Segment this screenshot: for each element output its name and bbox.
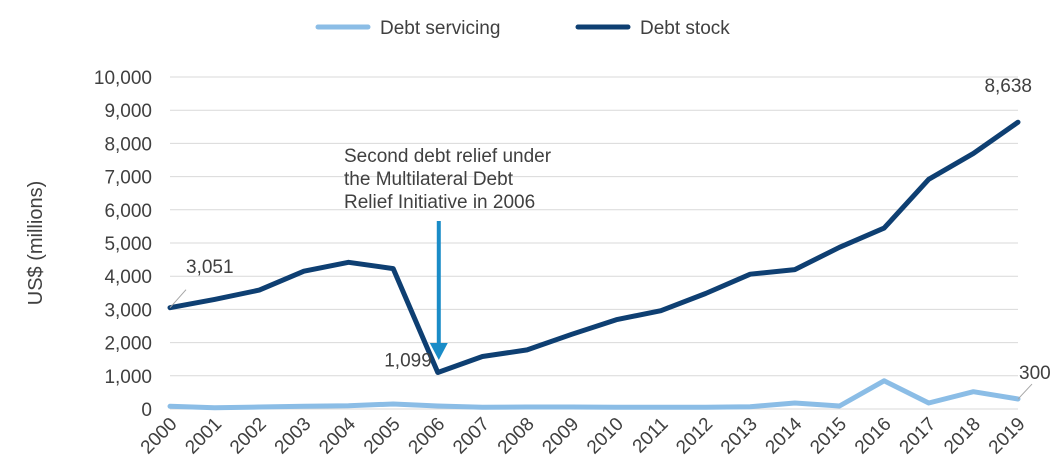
gridlines	[170, 76, 1018, 377]
annotation-text: Second debt relief under	[344, 146, 552, 167]
x-tick-label: 2013	[717, 414, 762, 459]
legend-label: Debt servicing	[380, 18, 500, 39]
y-tick-label: 4,000	[104, 267, 152, 288]
x-tick-label: 2015	[806, 414, 851, 459]
x-axis-ticks: 2000 2001 2002 2003 2004 2005 2006 2007 2008 2009…	[137, 413, 1030, 458]
x-tick-label: 2017	[896, 414, 941, 459]
data-label: 8,638	[984, 76, 1032, 97]
annotation-arrow-head	[429, 343, 448, 360]
data-label: 300	[1019, 363, 1051, 384]
x-tick-label: 2009	[538, 414, 583, 459]
y-tick-label: 9,000	[104, 101, 152, 122]
y-tick-label: 1,000	[104, 367, 152, 388]
series-line-debt-servicing	[167, 378, 1021, 411]
y-tick-label: 2,000	[104, 334, 152, 355]
annotation-text: the Multilateral Debt	[344, 169, 514, 190]
x-tick-label: 2006	[405, 414, 450, 459]
y-axis-ticks: 0 1,000 2,000 3,000 4,000 5,000 6,000 7,000 8,00…	[94, 68, 152, 421]
leader-line	[1017, 383, 1033, 400]
legend: Debt servicing Debt stock	[315, 18, 730, 39]
x-tick-label: 2019	[985, 414, 1030, 459]
y-tick-label: 6,000	[104, 201, 152, 222]
x-tick-label: 2001	[181, 414, 226, 459]
annotation-text: Relief Initiative in 2006	[344, 192, 535, 213]
y-axis-label: US$ (millions)	[25, 181, 47, 305]
x-tick-label: 2016	[851, 414, 896, 459]
data-label: 3,051	[186, 257, 234, 278]
data-labels: 3,051 1,099 8,638 300	[169, 76, 1051, 400]
series-line-debt-stock	[167, 119, 1021, 375]
x-tick-label: 2008	[494, 414, 539, 459]
y-tick-label: 7,000	[104, 168, 152, 189]
x-tick-label: 2014	[762, 413, 807, 458]
x-tick-label: 2011	[629, 414, 673, 458]
y-tick-label: 10,000	[94, 68, 152, 89]
x-tick-label: 2018	[940, 414, 985, 459]
y-tick-label: 0	[141, 400, 152, 421]
x-tick-label: 2005	[360, 414, 405, 459]
y-tick-label: 3,000	[104, 300, 152, 321]
data-label: 1,099	[384, 351, 432, 372]
series-lines	[167, 119, 1021, 411]
x-tick-label: 2012	[672, 414, 717, 459]
x-tick-label: 2010	[583, 414, 628, 459]
x-tick-label: 2002	[226, 414, 271, 459]
leader-line	[169, 289, 187, 309]
y-tick-label: 5,000	[104, 234, 152, 255]
x-tick-label: 2003	[271, 414, 316, 459]
legend-label: Debt stock	[640, 18, 730, 39]
y-tick-label: 8,000	[104, 134, 152, 155]
x-tick-label: 2007	[449, 414, 494, 459]
x-tick-label: 2004	[315, 413, 360, 458]
